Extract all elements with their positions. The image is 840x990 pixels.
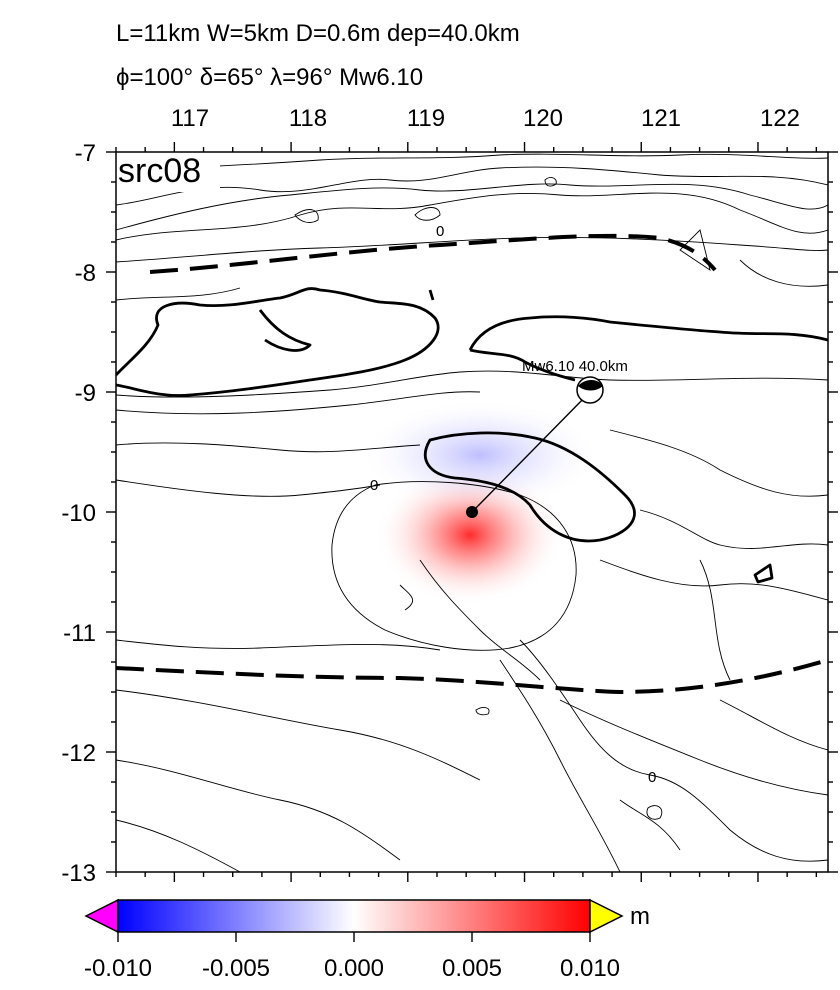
colorbar-tick-label: 0.000 bbox=[324, 955, 384, 982]
epicenter-connector bbox=[471, 391, 591, 513]
latitude-axis: -7 -8 -9 -10 -11 -12 -13 bbox=[61, 140, 96, 887]
contour-label: 0 bbox=[436, 223, 444, 240]
epicenter-marker bbox=[466, 506, 478, 518]
colorbar-tick-label: 0.005 bbox=[442, 955, 502, 982]
colorbar-under-triangle bbox=[84, 898, 119, 934]
lon-tick-label: 120 bbox=[523, 105, 563, 132]
lon-tick-label: 122 bbox=[760, 105, 800, 132]
lon-tick-label: 121 bbox=[641, 105, 681, 132]
coastlines bbox=[116, 287, 828, 584]
trench-lines bbox=[116, 233, 828, 695]
lat-tick-label: -7 bbox=[75, 140, 96, 167]
lon-tick-label: 118 bbox=[289, 105, 327, 132]
contour-label: 0 bbox=[648, 769, 656, 786]
colorbar-over-triangle bbox=[589, 898, 624, 934]
lon-tick-label: 119 bbox=[407, 105, 445, 132]
subsidence-area bbox=[360, 400, 600, 510]
focal-mechanism-beachball bbox=[576, 376, 604, 404]
bathymetry-contours bbox=[116, 153, 828, 872]
colorbar: m -0.010 -0.005 0.000 0.005 0.010 bbox=[84, 898, 650, 982]
map-area: Mw6.10 40.0km 0 0 0 src08 bbox=[116, 152, 828, 872]
lat-tick-label: -8 bbox=[75, 260, 96, 287]
lat-tick-label: -9 bbox=[75, 380, 96, 407]
beachball-label: Mw6.10 40.0km bbox=[522, 358, 628, 375]
figure-title-line-1: L=11km W=5km D=0.6m dep=40.0km bbox=[116, 20, 520, 47]
colorbar-unit: m bbox=[630, 903, 650, 930]
colorbar-gradient bbox=[117, 899, 591, 933]
lat-tick-label: -10 bbox=[61, 500, 96, 527]
panel-label: src08 bbox=[118, 152, 201, 190]
longitude-axis: 117 118 119 120 121 122 bbox=[171, 105, 800, 132]
lat-tick-label: -12 bbox=[61, 740, 96, 767]
contour-label: 0 bbox=[370, 477, 378, 494]
lat-tick-label: -13 bbox=[61, 860, 96, 887]
axis-ticks bbox=[106, 142, 838, 882]
colorbar-tick-label: -0.005 bbox=[202, 955, 270, 982]
lon-tick-label: 117 bbox=[171, 105, 209, 132]
colorbar-tick-label: -0.010 bbox=[84, 955, 152, 982]
figure-title-line-2: ϕ=100° δ=65° λ=96° Mw6.10 bbox=[116, 64, 424, 91]
lat-tick-label: -11 bbox=[63, 620, 96, 647]
colorbar-tick-label: 0.010 bbox=[560, 955, 620, 982]
